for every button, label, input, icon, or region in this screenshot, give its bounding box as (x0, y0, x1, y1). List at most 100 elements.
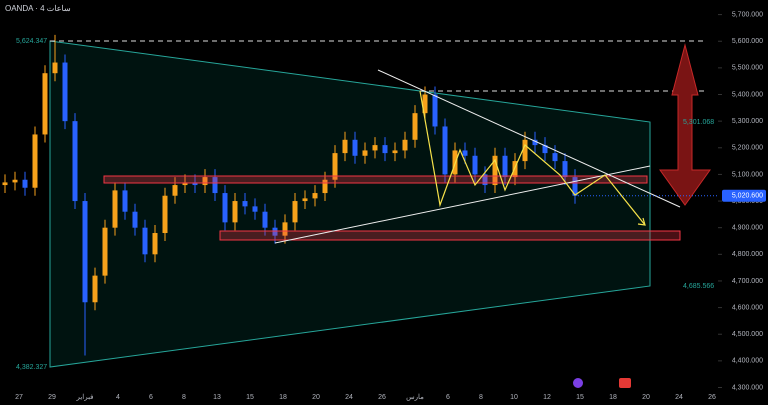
y-tick-label: 4,900.000 (732, 225, 763, 232)
price-annotation: 5,301.068 (683, 119, 714, 126)
candle-body (182, 182, 188, 186)
y-tick-label: 4,600.000 (732, 304, 763, 311)
candle-body (422, 94, 428, 114)
x-tick-label: 8 (182, 394, 186, 401)
candle-body (402, 139, 408, 151)
candle-body (552, 153, 558, 162)
candles (2, 34, 578, 356)
x-tick-label: 20 (642, 394, 650, 401)
zigzag (419, 90, 646, 226)
candle-body (302, 198, 308, 202)
y-tick-label: 5,400.000 (732, 91, 763, 98)
candle-body (82, 201, 88, 303)
y-tick-label: 4,800.000 (732, 251, 763, 258)
x-tick-label: 29 (48, 394, 56, 401)
candle-body (112, 190, 118, 228)
candle-body (192, 182, 198, 186)
zigzag-arrowhead (637, 217, 646, 226)
event-icon[interactable] (573, 378, 583, 388)
candle-body (312, 193, 318, 199)
zone (219, 230, 681, 241)
candle-body (212, 177, 218, 194)
price-annotation: 5,624.347 (16, 38, 47, 45)
candle-body (202, 177, 208, 186)
x-tick-label: 20 (312, 394, 320, 401)
y-tick-label: 4,700.000 (732, 278, 763, 285)
x-tick-label: 18 (279, 394, 287, 401)
candle-body (292, 201, 298, 223)
candle-body (572, 177, 578, 196)
candle-body (52, 62, 58, 74)
candle-body (482, 174, 488, 186)
x-tick-label: 18 (609, 394, 617, 401)
candle-body (242, 201, 248, 207)
candle-body (372, 145, 378, 151)
candle-body (492, 155, 498, 186)
candle-body (522, 139, 528, 162)
y-tick-label: 4,500.000 (732, 331, 763, 338)
y-tick-label: 5,200.000 (732, 145, 763, 152)
y-tick-label: 5,600.000 (732, 38, 763, 45)
down-arrow (659, 43, 711, 206)
x-tick-label: 13 (213, 394, 221, 401)
candle-body (412, 113, 418, 140)
zone (103, 175, 648, 184)
trend-line (377, 69, 681, 208)
candle-body (2, 182, 8, 186)
candle-body (272, 227, 278, 236)
candle-body (12, 179, 18, 183)
y-tick-label: 5,500.000 (732, 65, 763, 72)
candle-body (532, 139, 538, 146)
candle-body (502, 155, 508, 178)
candle-body (72, 121, 78, 202)
candle-body (282, 222, 288, 236)
x-tick-label: 26 (708, 394, 716, 401)
candle-body (332, 153, 338, 180)
candle-body (392, 150, 398, 154)
candle-body (462, 150, 468, 156)
last-price-label: 5,020.600 (732, 193, 763, 200)
candle-body (362, 150, 368, 156)
candle-body (42, 73, 48, 135)
x-tick-label: مارس (406, 393, 424, 401)
price-annotation: 4,382.327 (16, 364, 47, 371)
x-tick-label: 15 (576, 394, 584, 401)
event-icon[interactable] (619, 378, 631, 388)
y-tick-label: 5,300.000 (732, 118, 763, 125)
x-tick-label: 12 (543, 394, 551, 401)
x-tick-label: 6 (446, 394, 450, 401)
candle-body (512, 161, 518, 178)
candle-body (92, 275, 98, 303)
trend-line (274, 165, 651, 244)
candle-body (62, 62, 68, 122)
x-tick-label: 8 (479, 394, 483, 401)
candle-body (22, 179, 28, 188)
y-tick-label: 4,400.000 (732, 358, 763, 365)
last-price-box (722, 189, 766, 202)
candle-body (382, 145, 388, 154)
candle-body (322, 179, 328, 194)
channel (49, 40, 651, 368)
candle-body (352, 139, 358, 156)
candle-body (122, 190, 128, 212)
x-tick-label: 26 (378, 394, 386, 401)
header-title: OANDA · 4 ساعات (5, 4, 71, 13)
x-tick-label: 24 (675, 394, 683, 401)
x-tick-label: 4 (116, 394, 120, 401)
candle-body (142, 227, 148, 255)
x-tick-label: 27 (15, 394, 23, 401)
x-tick-label: فبراير (75, 393, 93, 401)
y-tick-label: 5,100.000 (732, 171, 763, 178)
candle-body (432, 94, 438, 127)
candle-body (232, 201, 238, 223)
candle-body (152, 233, 158, 255)
x-tick-label: 24 (345, 394, 353, 401)
price-annotation: 4,685.566 (683, 283, 714, 290)
candle-body (442, 126, 448, 175)
candle-body (252, 206, 258, 212)
y-tick-label: 4,300.000 (732, 384, 763, 391)
candle-body (32, 134, 38, 188)
x-tick-label: 10 (510, 394, 518, 401)
